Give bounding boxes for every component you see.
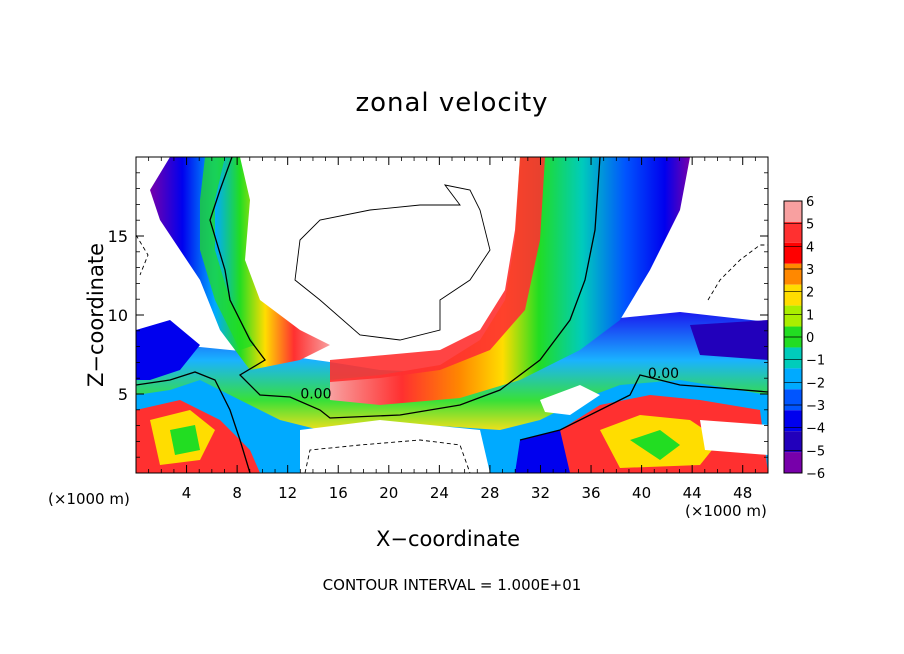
x-tick-label: 20 <box>379 484 398 502</box>
colorbar-label: 2 <box>806 286 814 301</box>
zero-contour-left <box>136 371 251 473</box>
x-tick-label: 40 <box>632 484 651 502</box>
colorbar-label: −4 <box>806 422 825 437</box>
contour-label: 0.00 <box>300 387 331 403</box>
x-tick-label: 32 <box>531 484 550 502</box>
contour-label-layer: 0.00 0.00 <box>300 366 679 403</box>
colorbar-swatch <box>784 347 802 369</box>
colorbar: 6 5 4 3 2 1 0 −1 −2 −3 −4 −5 −6 <box>783 195 825 482</box>
y-tick-label: 5 <box>118 385 128 404</box>
colorbar-swatch <box>784 410 802 432</box>
colorbar-swatch <box>784 452 802 473</box>
x-tick-label: 8 <box>232 484 242 502</box>
chart-title: zonal velocity <box>355 88 549 118</box>
x-tick-label: 16 <box>329 484 348 502</box>
x-tick-label: 28 <box>480 484 499 502</box>
colorbar-swatch <box>784 221 802 243</box>
y-axis-label: Z−coordinate <box>84 243 108 387</box>
colorbar-label: 3 <box>806 263 814 278</box>
x-tick-label: 48 <box>733 484 752 502</box>
x-tick-label: 24 <box>430 484 449 502</box>
colorbar-label: 1 <box>806 308 814 323</box>
colorbar-swatch <box>784 305 802 327</box>
colorbar-label: −3 <box>806 399 825 414</box>
colorbar-swatch <box>784 263 802 285</box>
contour-interval-note: CONTOUR INTERVAL = 1.000E+01 <box>322 576 582 594</box>
zero-contour-jet <box>209 157 601 419</box>
x-axis-label: X−coordinate <box>376 527 520 551</box>
colorbar-label: −6 <box>806 467 825 482</box>
x-unit-note-left: (×1000 m) <box>48 490 130 508</box>
colorbar-swatch <box>784 368 802 390</box>
colorbar-label: −5 <box>806 444 825 459</box>
colorbar-label: 5 <box>806 218 814 233</box>
x-tick-label: 44 <box>683 484 702 502</box>
colorbar-swatch <box>784 389 802 411</box>
x-tick-label: 4 <box>182 484 192 502</box>
colorbar-label: 4 <box>806 240 814 255</box>
colorbar-label: 0 <box>806 331 814 346</box>
colorbar-swatch <box>784 284 802 306</box>
y-tick-label: 15 <box>108 227 128 246</box>
colorbar-swatch <box>784 201 802 222</box>
zero-contour-right <box>519 374 768 441</box>
x-unit-note-right: (×1000 m) <box>685 502 767 520</box>
colorbar-label: −1 <box>806 354 825 369</box>
colorbar-label: 6 <box>806 195 814 210</box>
positive-contour <box>294 184 491 341</box>
colorbar-label: −2 <box>806 376 825 391</box>
y-tick-label: 10 <box>108 306 128 325</box>
contour-lines <box>136 157 768 473</box>
negative-contour-left[interactable] <box>136 234 149 276</box>
negative-contour-top-right[interactable] <box>707 244 768 301</box>
colorbar-swatch <box>784 242 802 264</box>
contour-label: 0.00 <box>648 366 679 382</box>
colorbar-swatch <box>784 431 802 453</box>
heatmap-field <box>136 157 768 473</box>
x-tick-label: 12 <box>278 484 297 502</box>
x-tick-label: 36 <box>581 484 600 502</box>
